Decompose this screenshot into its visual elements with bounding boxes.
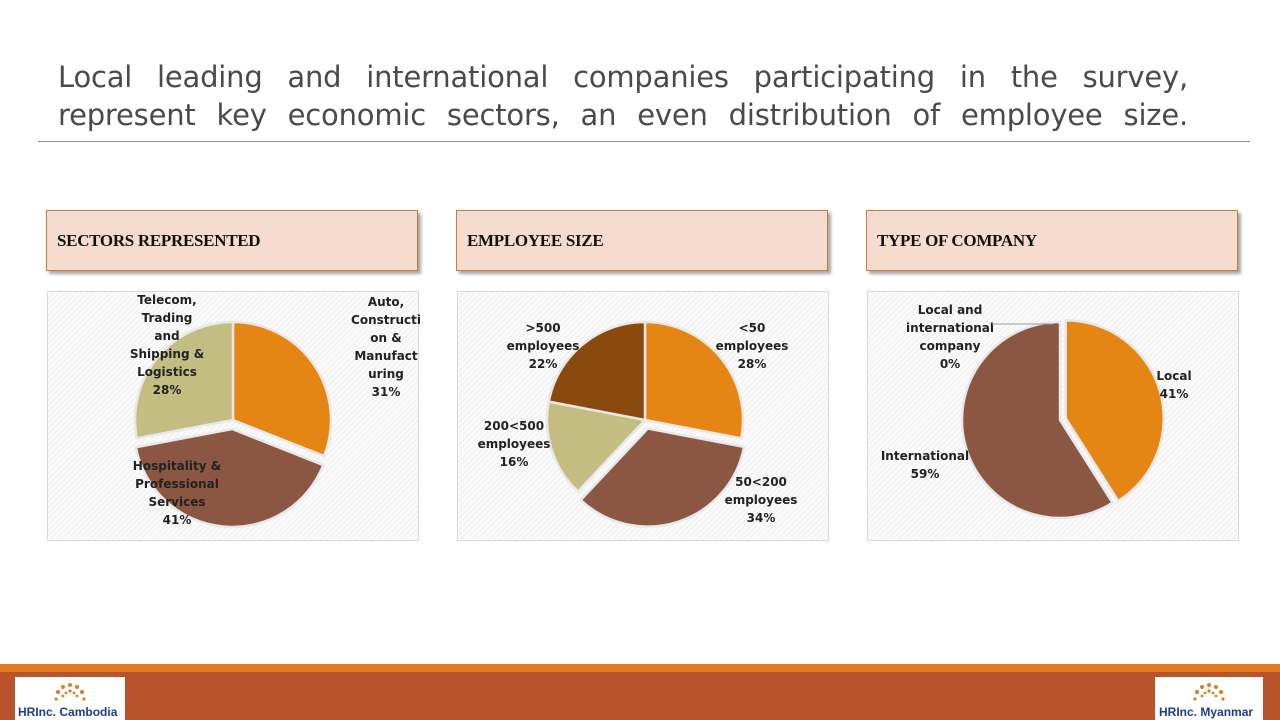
hrinc-myanmar-logo: HRInc. Myanmar [1155, 677, 1263, 720]
panel-header-employee-size-label: EMPLOYEE SIZE [467, 231, 604, 250]
sectors-pie-svg: Auto, Constructi on & Manufact uring 31% Hospi… [130, 293, 420, 529]
pie-slice-200-500-employees [545, 400, 648, 494]
pie-label-local: Local 41% [1156, 369, 1191, 401]
panel-header-sectors: SECTORS REPRESENTED [46, 210, 418, 271]
pie-label-local-and-international-company: Local and international company 0% [906, 303, 994, 371]
footer-accent-band [0, 664, 1280, 672]
pie-slice-auto-construction-manufacturing [231, 320, 333, 458]
employee-size-pie-chart: <50 employees 28% 50<200 employees 34% 200<500… [457, 291, 829, 541]
company-type-pie-chart: Local 41% International 59% Local and interna… [867, 291, 1239, 541]
logo-prefix: HRInc. [1159, 705, 1198, 719]
panel-header-sectors-label: SECTORS REPRESENTED [57, 231, 261, 250]
pie-slice-hospitality-professional-services [134, 427, 325, 529]
sunburst-icon [1193, 683, 1225, 701]
footer-bar [0, 672, 1280, 720]
pie-slice-50-200-employees [578, 427, 746, 528]
pie-slice-50-employees [643, 320, 745, 440]
pie-label-hospitality-professional-services: Hospitality & Professional Services 41% [133, 459, 221, 527]
hrinc-cambodia-logo: HRInc. Cambodia [15, 677, 125, 720]
pie-label-international: International 59% [881, 449, 969, 481]
pie-label-50-employees: <50 employees 28% [716, 321, 789, 371]
pie-label-auto-construction-manufacturing: Auto, Constructi on & Manufact uring 31% [351, 295, 420, 399]
logo-text: HRInc. Myanmar [1159, 705, 1253, 719]
employee-size-pie-svg: <50 employees 28% 50<200 employees 34% 200<500… [478, 320, 798, 528]
pie-slice-local [1064, 319, 1166, 503]
pie-label-telecom-trading-and-shipping-logistics: Telecom, Trading and Shipping & Logistics 28% [130, 293, 204, 397]
title-divider [38, 141, 1250, 142]
logo-prefix: HRInc. [18, 705, 57, 719]
pie-slice-telecom-trading-and-shipping-logistics [133, 320, 235, 440]
logo-text: HRInc. Cambodia [18, 705, 117, 719]
sectors-pie-chart: Auto, Constructi on & Manufact uring 31% Hospi… [47, 291, 420, 541]
logo-country: Cambodia [59, 705, 118, 719]
pie-slice-500-employees [547, 320, 647, 422]
panel-header-employee-size: EMPLOYEE SIZE [456, 210, 828, 271]
panel-header-company-type-label: TYPE OF COMPANY [877, 231, 1037, 250]
company-type-pie-svg: Local 41% International 59% Local and interna… [881, 303, 1192, 520]
panel-header-company-type: TYPE OF COMPANY [866, 210, 1238, 271]
page-title: Local leading and international companie… [58, 60, 1188, 132]
logo-country: Myanmar [1200, 705, 1254, 719]
pie-label-50-200-employees: 50<200 employees 34% [725, 475, 798, 525]
pie-label-500-employees: >500 employees 22% [507, 321, 580, 371]
pie-label-200-500-employees: 200<500 employees 16% [478, 419, 551, 469]
sunburst-icon [54, 683, 86, 701]
pie-slice-international [960, 320, 1115, 520]
